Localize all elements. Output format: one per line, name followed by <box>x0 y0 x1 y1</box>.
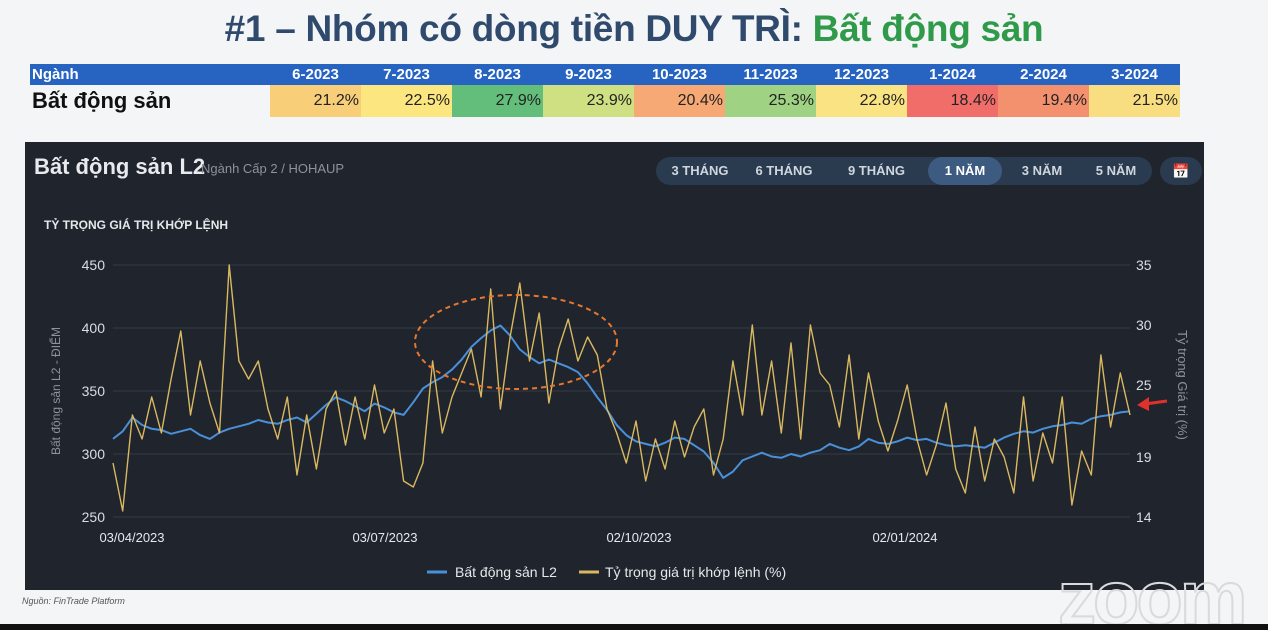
value-cell: 27.9% <box>452 85 543 117</box>
value-cell: 19.4% <box>998 85 1089 117</box>
y2-tick-label: 30 <box>1136 317 1152 333</box>
x-tick-label: 02/10/2023 <box>606 530 671 545</box>
y-axis-title: Bất động sản L2 - ĐIỂM <box>48 327 63 455</box>
value-cell: 22.5% <box>361 85 452 117</box>
legend-label-share: Tỷ trọng giá trị khớp lệnh (%) <box>605 564 786 580</box>
y-tick-label: 450 <box>82 257 106 273</box>
y-tick-label: 350 <box>82 383 106 399</box>
header-month: 9-2023 <box>543 64 634 85</box>
value-cell: 22.8% <box>816 85 907 117</box>
title-prefix: #1 – Nhóm có dòng tiền DUY TRÌ: <box>224 8 813 49</box>
header-sector-label: Ngành <box>30 64 270 85</box>
y2-tick-label: 35 <box>1136 257 1152 273</box>
row-sector-name: Bất động sản <box>32 88 172 113</box>
legend-label-index: Bất động sản L2 <box>455 564 557 580</box>
value-cell: 23.9% <box>543 85 634 117</box>
tab-period[interactable]: 6 THÁNG <box>755 163 813 178</box>
value-cell: 25.3% <box>725 85 816 117</box>
period-tabs: 3 THÁNG 6 THÁNG 9 THÁNG 1 NĂM 3 NĂM 5 NĂM <box>656 157 1152 185</box>
header-month: 6-2023 <box>270 64 361 85</box>
y-tick-label: 400 <box>82 320 106 336</box>
red-arrow-icon <box>1137 397 1149 411</box>
title-highlight: Bất động sản <box>812 8 1044 49</box>
tab-period[interactable]: 1 NĂM <box>928 157 1002 185</box>
line-chart: TỶ TRỌNG GIÁ TRỊ KHỚP LỆNH 250 300 350 400 45… <box>44 217 1190 580</box>
header-month: 7-2023 <box>361 64 452 85</box>
tab-period[interactable]: 5 NĂM <box>1095 163 1137 178</box>
x-tick-label: 03/07/2023 <box>352 530 417 545</box>
header-month: 2-2024 <box>998 64 1089 85</box>
y2-tick-label: 14 <box>1136 509 1152 525</box>
tab-period[interactable]: 3 THÁNG <box>671 163 729 178</box>
header-month: 12-2023 <box>816 64 907 85</box>
tab-period[interactable]: 3 NĂM <box>1021 163 1063 178</box>
highlight-ellipse <box>414 294 618 390</box>
value-cell: 20.4% <box>634 85 725 117</box>
x-tick-label: 03/04/2023 <box>99 530 164 545</box>
tab-period[interactable]: 9 THÁNG <box>847 163 906 178</box>
panel-subtitle: Ngành Cấp 2 / HOHAUP <box>201 161 345 176</box>
chart-panel: Bất động sản L2 Ngành Cấp 2 / HOHAUP 3 T… <box>25 142 1204 590</box>
header-month: 11-2023 <box>725 64 816 85</box>
value-cell: 21.5% <box>1089 85 1180 117</box>
table-header-row: Ngành 6-2023 7-2023 8-2023 9-2023 10-2023 11-2… <box>30 64 1180 85</box>
page-title: #1 – Nhóm có dòng tiền DUY TRÌ: Bất động… <box>0 8 1268 50</box>
chart-title: TỶ TRỌNG GIÁ TRỊ KHỚP LỆNH <box>44 217 228 232</box>
source-note: Nguồn: FinTrade Platform <box>22 596 125 606</box>
header-month: 10-2023 <box>634 64 725 85</box>
calendar-icon: 📅 <box>1172 163 1190 179</box>
header-month: 3-2024 <box>1089 64 1180 85</box>
header-month: 1-2024 <box>907 64 998 85</box>
series-line-share <box>112 264 1131 512</box>
panel-title: Bất động sản L2 <box>34 154 206 179</box>
series-line-index <box>112 324 1131 479</box>
y2-tick-label: 19 <box>1136 449 1152 465</box>
calendar-button[interactable]: 📅 <box>1160 157 1202 185</box>
value-cell: 18.4% <box>907 85 998 117</box>
zoom-watermark: zoom <box>1057 555 1248 630</box>
y2-tick-label: 25 <box>1136 377 1152 393</box>
x-tick-label: 02/01/2024 <box>872 530 937 545</box>
y-tick-label: 250 <box>82 509 106 525</box>
sector-flow-table: Ngành 6-2023 7-2023 8-2023 9-2023 10-2023 11-2… <box>30 64 1180 117</box>
header-month: 8-2023 <box>452 64 543 85</box>
y-tick-label: 300 <box>82 446 106 462</box>
y2-axis-title: Tỷ trọng Giá trị (%) <box>1175 330 1190 440</box>
bottom-bar <box>0 624 1268 630</box>
value-cell: 21.2% <box>270 85 361 117</box>
table-row: Bất động sản 21.2% 22.5% 27.9% 23.9% 20.4% 25.… <box>30 85 1180 117</box>
